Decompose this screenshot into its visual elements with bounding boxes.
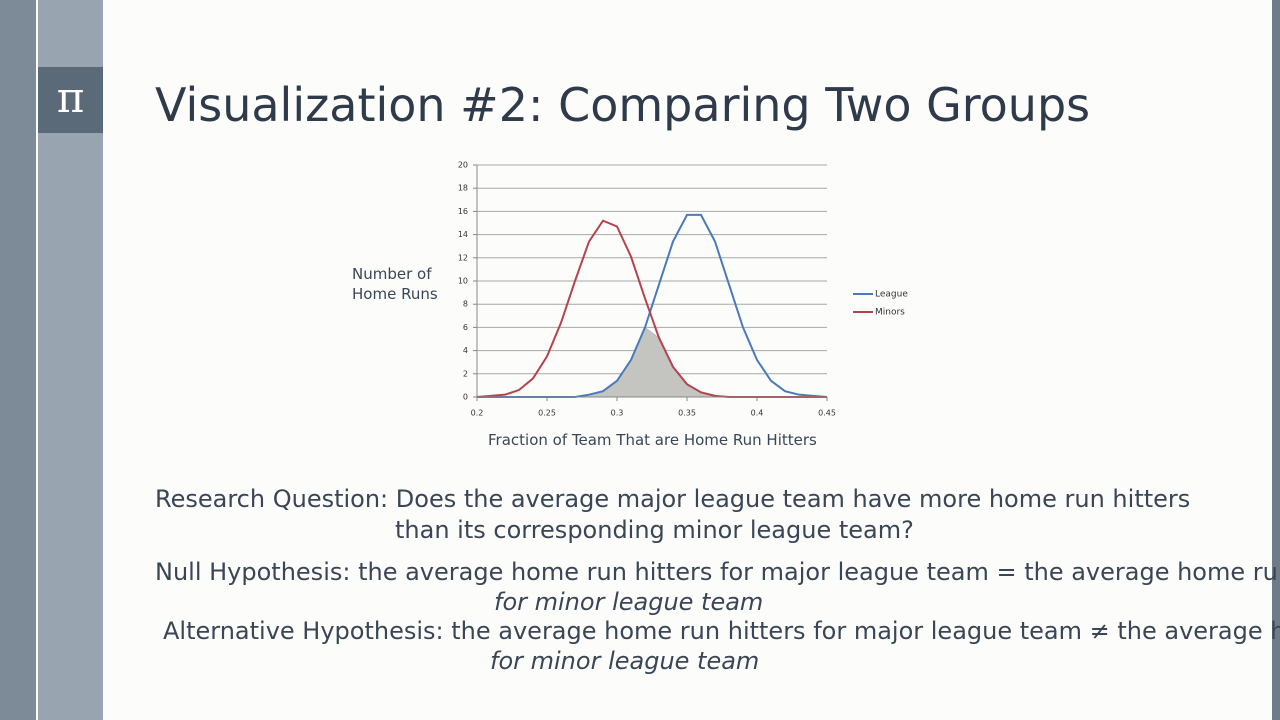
null-hypothesis-cont: for minor league team [494,588,764,616]
x-tick-label: 0.25 [538,409,556,418]
research-question: Research Question: Does the average majo… [155,485,1191,544]
x-tick-label: 0.35 [678,409,696,418]
x-tick-label: 0.45 [818,409,836,418]
legend-label: League [875,290,908,300]
x-axis-label: Fraction of Team That are Home Run Hitte… [488,431,817,449]
y-tick-label: 10 [458,277,468,286]
overlap-area [477,327,827,398]
alternative-hypothesis: Alternative Hypothesis: the average home… [163,617,1280,645]
y-axis-label: Number of Home Runs [352,265,438,303]
y-tick-label: 20 [458,161,468,170]
null-hypothesis: Null Hypothesis: the average home run hi… [155,558,1280,586]
y-tick-label: 2 [463,369,468,378]
y-tick-label: 16 [458,207,468,216]
y-tick-label: 6 [463,323,468,332]
y-tick-label: 18 [458,184,468,193]
icon-box: π [38,67,103,133]
y-tick-label: 12 [458,253,468,262]
y-tick-label: 14 [458,230,468,239]
slide-title: Visualization #2: Comparing Two Groups [155,78,1091,132]
y-tick-label: 0 [463,393,468,402]
alternative-hypothesis-cont: for minor league team [490,647,760,675]
legend-label: Minors [875,308,905,318]
x-tick-label: 0.4 [751,409,764,418]
edge-bar [1272,0,1280,720]
x-tick-label: 0.2 [471,409,484,418]
y-tick-label: 8 [463,300,468,309]
side-strip [0,0,36,720]
x-tick-label: 0.3 [611,409,624,418]
y-tick-label: 4 [463,346,468,355]
